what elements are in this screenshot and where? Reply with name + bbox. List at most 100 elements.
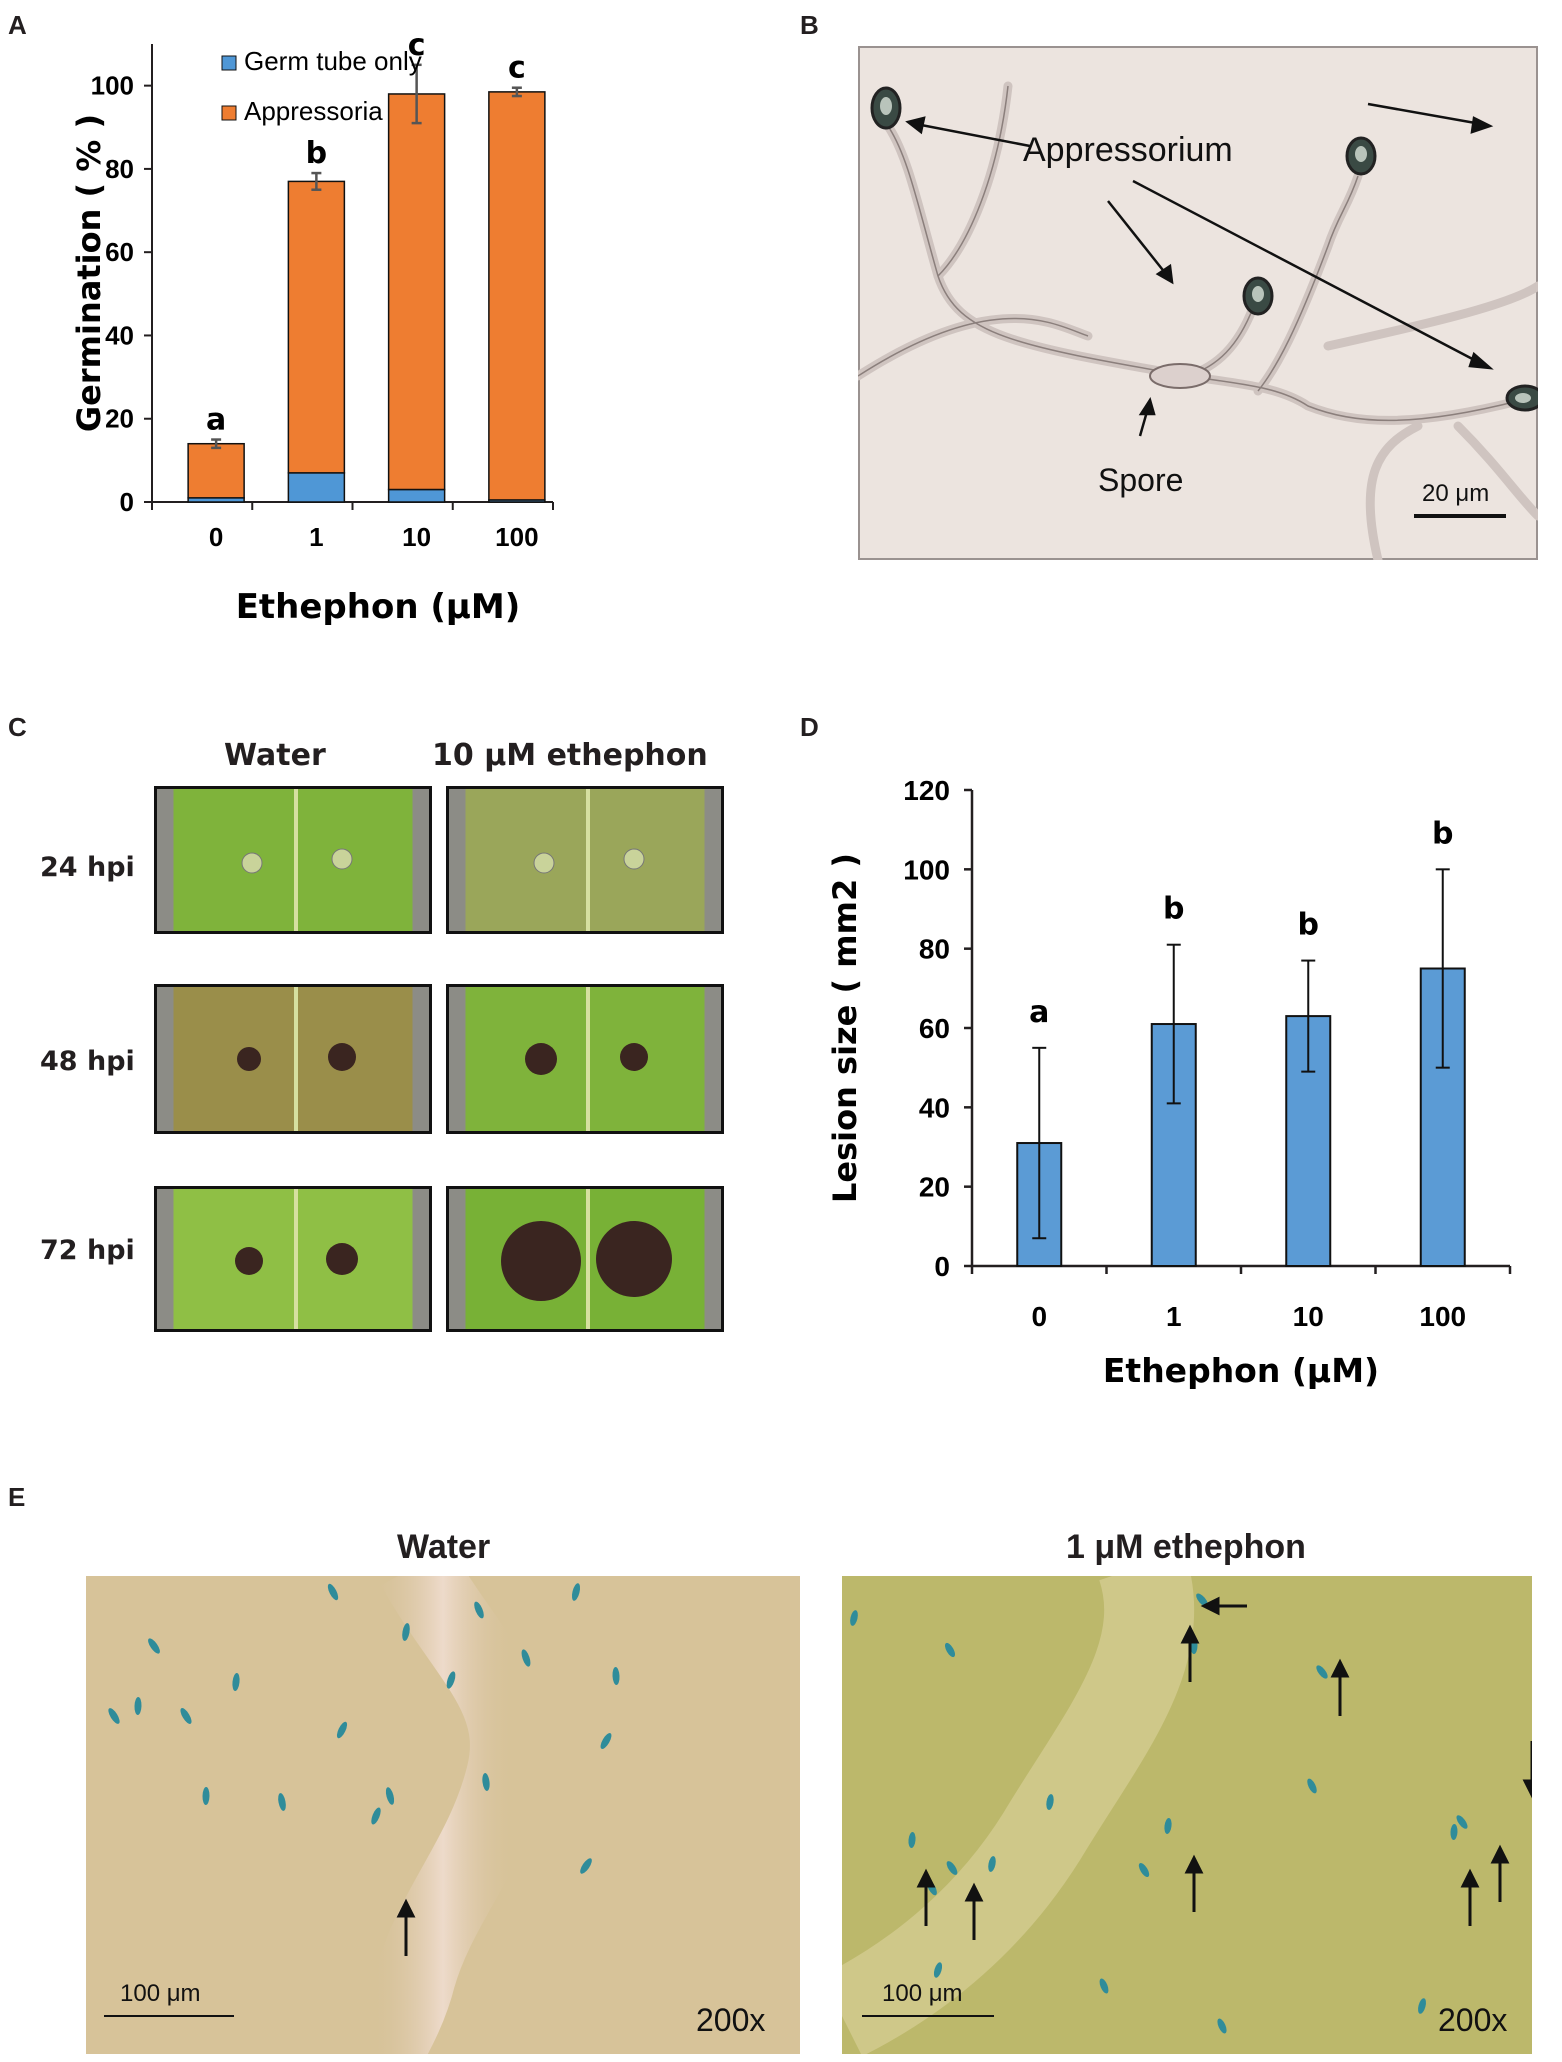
spore-label: Spore [1098,462,1183,498]
legend-label-germ-tube: Germ tube only [244,46,422,76]
scale-label-water: 100 μm [120,1980,201,2007]
leaf-photo-24hpi-water [154,786,432,934]
leaf-photo-24hpi-ethephon [446,786,724,934]
leaf-drawing [525,987,648,1131]
y-tick-label: 40 [919,1092,950,1123]
lesion-size-chart: 0 20 40 60 80 100 120 a 0 b 1 b 10 b 100 Ethephon (μM) L… [826,775,1512,1390]
bar-appressoria-0 [187,442,245,499]
significance-letter-10: c [408,28,426,63]
spore [600,1733,612,1749]
significance-letter-10: b [1298,908,1319,943]
spore [278,1793,286,1811]
appressorium-micrograph: Appressorium Spore 20 μm [858,46,1538,560]
significance-letter-0: a [206,403,226,438]
panel-letter-a: A [8,10,27,40]
x-tick-label: 1 [309,522,323,552]
panel-letter-c: C [8,712,27,742]
row-label-72hpi: 72 hpi [40,1235,135,1266]
scale-label-ethephon: 100 μm [882,1980,963,2007]
spore [482,1773,490,1791]
y-tick-label: 60 [105,237,134,267]
lesion [525,1043,557,1075]
lesion [237,1047,261,1071]
spore [1307,1778,1317,1794]
inoculation-droplet [331,848,353,870]
y-tick-label: 0 [934,1251,950,1282]
y-tick-label: 0 [120,487,134,517]
spore [1196,1593,1208,1607]
bar-appressoria-100 [488,91,546,501]
appressorium-label: Appressorium [1023,131,1233,169]
lesion [596,1221,672,1297]
spore [1138,1862,1150,1878]
y-tick-label: 100 [91,71,134,101]
spore [148,1638,160,1654]
spore [612,1667,620,1685]
x-tick-label: 1 [1166,1301,1182,1332]
legend-swatch-germ-tube [221,55,237,71]
panel-letter-e: E [8,1482,26,1512]
spore [521,1649,531,1667]
y-tick-label: 40 [105,320,134,350]
spore [474,1601,484,1619]
spore [1099,1978,1109,1994]
spore [933,1962,943,1978]
spore [1046,1794,1054,1810]
spore [1316,1665,1328,1679]
spore [946,1861,958,1875]
lesion [326,1243,358,1275]
spore [944,1642,956,1658]
spore [1450,1824,1458,1840]
y-tick-label: 120 [903,775,950,806]
x-tick-label: 100 [1419,1301,1466,1332]
column-header-water: Water [224,738,326,773]
leaf-drawing [533,789,645,931]
y-tick-label: 80 [919,934,950,965]
micrograph-title-ethephon: 1 μM ethephon [1066,1528,1306,1566]
y-tick-label: 80 [105,154,134,184]
x-tick-label: 0 [1031,1301,1047,1332]
y-tick-label: 100 [903,854,950,885]
y-axis-label: Germination ( % ) [70,114,108,432]
x-tick-label: 0 [209,522,223,552]
spore [446,1671,456,1689]
significance-letter-100: c [508,51,526,86]
row-label-48hpi: 48 hpi [40,1046,135,1077]
panel-letter-b: B [800,10,819,40]
spore [571,1583,581,1601]
spore [327,1583,339,1601]
leaf-photo-48hpi-ethephon [446,984,724,1134]
row-label-24hpi: 24 hpi [40,852,135,883]
spore [1418,1998,1426,2014]
micrograph-title-water: Water [397,1528,491,1566]
leaf-drawing [237,987,356,1131]
lesion [620,1043,648,1071]
x-axis-label: Ethephon (μM) [236,587,521,627]
column-header-ethephon: 10 μM ethephon [432,738,708,773]
y-tick-label: 20 [919,1172,950,1203]
spore [385,1787,395,1805]
spore [202,1787,210,1805]
magnification-water: 200x [696,2002,765,2038]
spore [108,1708,120,1724]
leaf-drawing [501,1189,672,1329]
x-tick-label: 10 [402,522,431,552]
legend-label-appressoria: Appressoria [244,96,383,126]
x-tick-label: 10 [1293,1301,1324,1332]
bar-appressoria-1 [287,180,346,474]
lesion [501,1221,581,1301]
spore [232,1673,240,1691]
magnification-ethephon: 200x [1438,2002,1507,2038]
spore [1456,1815,1468,1829]
legend-swatch-appressoria [221,105,237,121]
spore [908,1832,916,1848]
inoculation-droplet [533,852,555,874]
spore [850,1610,858,1626]
x-tick-label: 100 [495,522,538,552]
bar-germ-tube-1 [287,472,346,503]
y-tick-label: 60 [919,1013,950,1044]
significance-letter-100: b [1432,816,1453,851]
inoculation-droplet [623,848,645,870]
leaf-photo-48hpi-water [154,984,432,1134]
inoculation-droplet [241,852,263,874]
